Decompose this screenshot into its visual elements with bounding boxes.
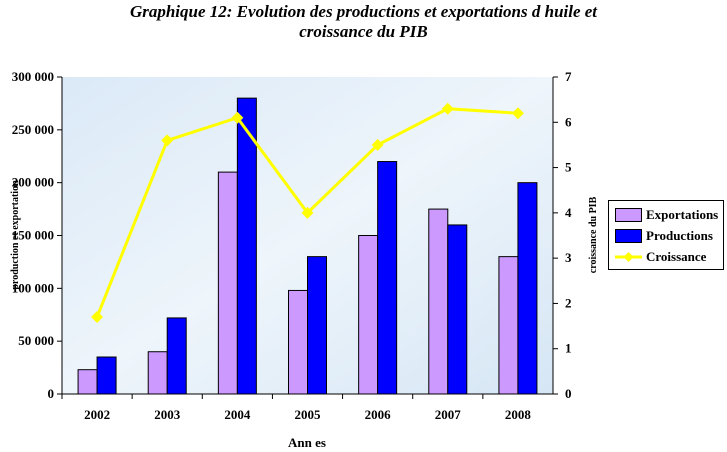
x-tick-label: 2002 (84, 407, 110, 422)
bar-exportations (77, 369, 98, 395)
legend-item-productions: Productions (615, 227, 713, 245)
bar-productions (236, 97, 257, 395)
bar-productions (447, 224, 468, 395)
legend-item-croissance: Croissance (615, 248, 706, 266)
y2-tick-label: 4 (565, 205, 572, 220)
legend-label: Exportations (646, 207, 719, 222)
y-tick-label: 150 000 (12, 228, 54, 243)
x-tick-label: 2003 (154, 407, 181, 422)
y-tick-label: 250 000 (12, 122, 54, 137)
point-croissance (231, 111, 244, 124)
y2-tick-label: 1 (565, 341, 572, 356)
x-tick-label: 2005 (295, 407, 322, 422)
y2-tick-label: 6 (565, 114, 572, 129)
x-tick-label: 2007 (435, 407, 462, 422)
legend-swatch (615, 208, 642, 222)
legend-item-exportations: Exportations (615, 206, 718, 224)
y-tick-label: 50 000 (18, 333, 54, 348)
point-croissance (161, 134, 174, 147)
bar-exportations (498, 256, 519, 395)
y2-tick-label: 2 (565, 295, 572, 310)
bar-productions (96, 356, 117, 395)
y2-tick-label: 0 (565, 386, 572, 401)
point-croissance (91, 311, 104, 324)
bar-exportations (147, 351, 168, 395)
point-croissance (371, 138, 384, 151)
chart-title: Graphique 12: Evolution des productions … (0, 2, 727, 42)
point-croissance (441, 102, 454, 115)
legend-label: Productions (646, 228, 713, 243)
y-axis-label: production et exportation (10, 180, 21, 290)
x-axis-label: Ann es (288, 435, 326, 450)
y-tick-label: 0 (48, 386, 55, 401)
legend-line-marker (615, 252, 642, 262)
title-line-2: croissance du PIB (299, 22, 428, 41)
y-tick-label: 300 000 (12, 69, 54, 84)
y2-tick-label: 3 (565, 250, 572, 265)
title-line-1: Graphique 12: Evolution des productions … (129, 2, 598, 21)
bar-productions (517, 182, 538, 395)
legend-label: Croissance (646, 249, 707, 264)
y2-tick-label: 7 (565, 69, 572, 84)
point-croissance (511, 107, 524, 120)
bar-exportations (428, 208, 449, 395)
bar-exportations (288, 289, 308, 395)
y2-axis-label: croissance du PIB (588, 196, 599, 273)
y2-tick-label: 5 (565, 160, 572, 175)
bar-productions (166, 317, 187, 395)
legend: Exportations Productions Croissance (608, 200, 724, 270)
bar-exportations (358, 235, 379, 395)
y-tick-label: 100 000 (12, 280, 54, 295)
x-tick-label: 2006 (365, 407, 392, 422)
bar-productions (307, 256, 327, 395)
legend-swatch (615, 229, 642, 243)
x-tick-label: 2004 (224, 407, 251, 422)
bar-exportations (217, 171, 238, 395)
y-tick-label: 200 000 (12, 175, 54, 190)
bar-productions (377, 161, 398, 395)
x-tick-label: 2008 (505, 407, 532, 422)
point-croissance (301, 206, 314, 219)
